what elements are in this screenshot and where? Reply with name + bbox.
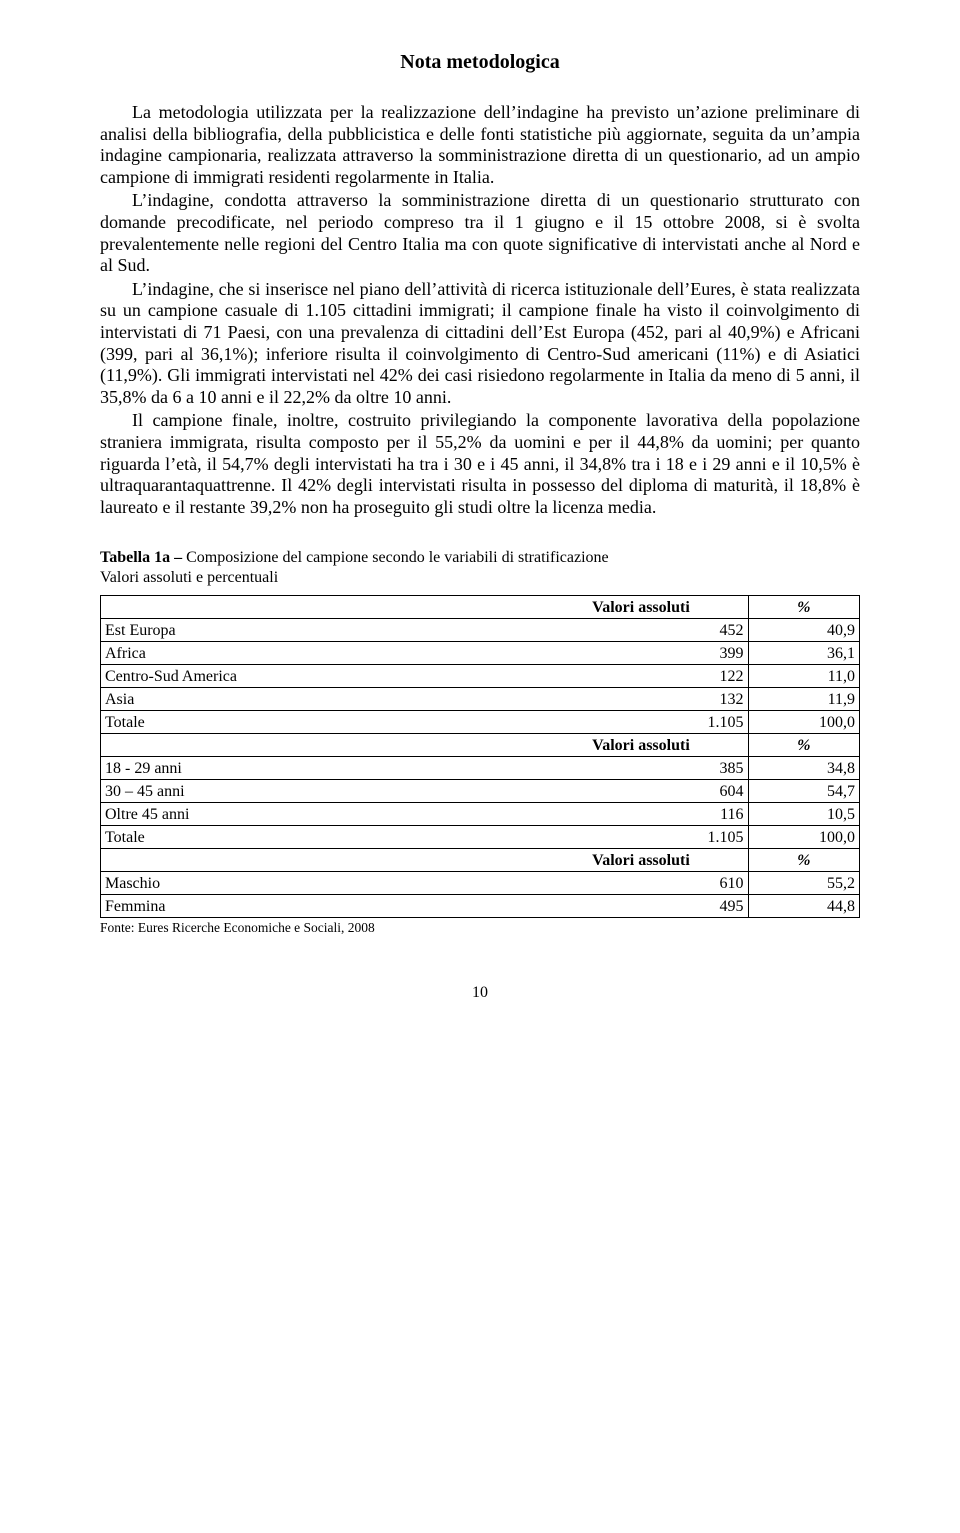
row-abs: 1.105 xyxy=(534,826,748,849)
table-row: Oltre 45 anni11610,5 xyxy=(101,803,860,826)
row-pct: 36,1 xyxy=(748,642,859,665)
row-pct: 54,7 xyxy=(748,780,859,803)
row-label: Maschio xyxy=(101,872,535,895)
row-label: Femmina xyxy=(101,895,535,918)
table-header-abs: Valori assoluti xyxy=(534,849,748,872)
paragraph-3: L’indagine, che si inserisce nel piano d… xyxy=(100,279,860,409)
row-label: Est Europa xyxy=(101,619,535,642)
table-source: Fonte: Eures Ricerche Economiche e Socia… xyxy=(100,920,860,936)
paragraph-1: La metodologia utilizzata per la realizz… xyxy=(100,102,860,188)
table-header-empty xyxy=(101,734,535,757)
row-label: Totale xyxy=(101,711,535,734)
row-label: 18 - 29 anni xyxy=(101,757,535,780)
row-abs: 1.105 xyxy=(534,711,748,734)
row-pct: 44,8 xyxy=(748,895,859,918)
table-caption-text: Composizione del campione secondo le var… xyxy=(186,549,609,566)
row-pct: 55,2 xyxy=(748,872,859,895)
table-header-empty xyxy=(101,596,535,619)
row-pct: 11,0 xyxy=(748,665,859,688)
row-label: Totale xyxy=(101,826,535,849)
table-row: Totale1.105100,0 xyxy=(101,711,860,734)
table-header-row: Valori assoluti % xyxy=(101,734,860,757)
table-header-row: Valori assoluti % xyxy=(101,849,860,872)
row-pct: 100,0 xyxy=(748,826,859,849)
stratification-table: Valori assoluti % Est Europa45240,9 Afri… xyxy=(100,595,860,918)
table-row: Est Europa45240,9 xyxy=(101,619,860,642)
row-pct: 11,9 xyxy=(748,688,859,711)
row-label: Africa xyxy=(101,642,535,665)
table-header-abs: Valori assoluti xyxy=(534,596,748,619)
row-pct: 40,9 xyxy=(748,619,859,642)
row-pct: 10,5 xyxy=(748,803,859,826)
table-header-pct: % xyxy=(748,596,859,619)
row-abs: 116 xyxy=(534,803,748,826)
table-row: Femmina49544,8 xyxy=(101,895,860,918)
page-title: Nota metodologica xyxy=(100,50,860,74)
paragraph-2: L’indagine, condotta attraverso la sommi… xyxy=(100,190,860,276)
row-pct: 34,8 xyxy=(748,757,859,780)
row-label: Oltre 45 anni xyxy=(101,803,535,826)
row-abs: 385 xyxy=(534,757,748,780)
row-abs: 122 xyxy=(534,665,748,688)
table-header-row: Valori assoluti % xyxy=(101,596,860,619)
row-label: Centro-Sud America xyxy=(101,665,535,688)
table-header-abs: Valori assoluti xyxy=(534,734,748,757)
table-row: 18 - 29 anni38534,8 xyxy=(101,757,860,780)
table-row: 30 – 45 anni60454,7 xyxy=(101,780,860,803)
table-caption-prefix: Tabella 1a – xyxy=(100,549,186,566)
table-row: Africa39936,1 xyxy=(101,642,860,665)
row-abs: 604 xyxy=(534,780,748,803)
row-abs: 452 xyxy=(534,619,748,642)
table-row: Centro-Sud America12211,0 xyxy=(101,665,860,688)
row-abs: 132 xyxy=(534,688,748,711)
row-label: Asia xyxy=(101,688,535,711)
table-row: Asia13211,9 xyxy=(101,688,860,711)
table-header-empty xyxy=(101,849,535,872)
page-number: 10 xyxy=(100,983,860,1002)
row-abs: 399 xyxy=(534,642,748,665)
row-abs: 610 xyxy=(534,872,748,895)
table-header-pct: % xyxy=(748,734,859,757)
paragraph-4: Il campione finale, inoltre, costruito p… xyxy=(100,410,860,518)
document-page: Nota metodologica La metodologia utilizz… xyxy=(0,0,960,1533)
table-row: Totale1.105100,0 xyxy=(101,826,860,849)
row-pct: 100,0 xyxy=(748,711,859,734)
table-row: Maschio61055,2 xyxy=(101,872,860,895)
row-label: 30 – 45 anni xyxy=(101,780,535,803)
table-caption: Tabella 1a – Composizione del campione s… xyxy=(100,548,860,568)
table-subtitle: Valori assoluti e percentuali xyxy=(100,568,860,587)
table-header-pct: % xyxy=(748,849,859,872)
row-abs: 495 xyxy=(534,895,748,918)
